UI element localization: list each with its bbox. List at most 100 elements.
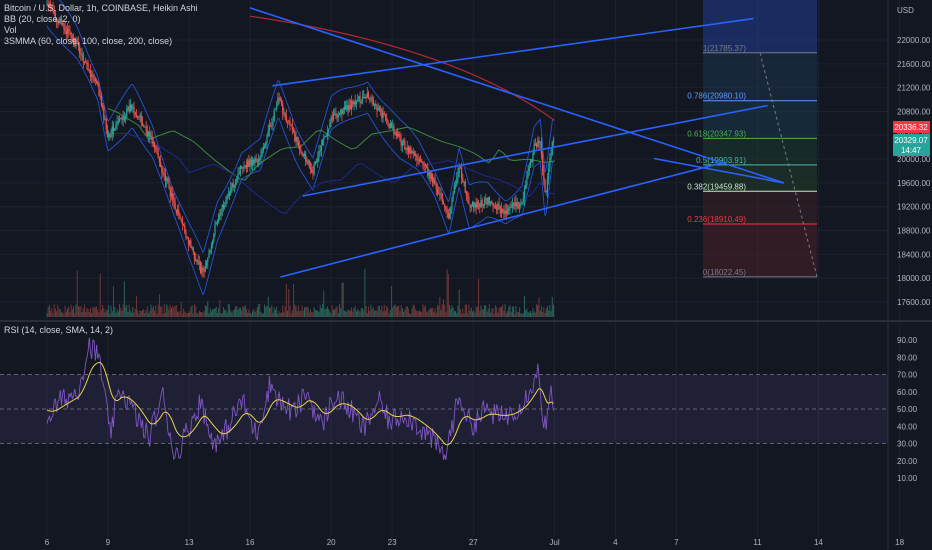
volume-bar — [163, 304, 165, 317]
candle-body — [236, 178, 238, 182]
volume-bar — [418, 310, 420, 317]
candle-body — [74, 37, 76, 47]
volume-bar — [171, 308, 173, 317]
price-tick-label: 18800.00 — [897, 227, 931, 236]
candle-body — [470, 205, 472, 208]
candle-body — [465, 192, 468, 197]
candle-body — [528, 166, 530, 171]
candle-body — [517, 207, 520, 209]
trendlines[interactable] — [249, 7, 785, 278]
candle-body — [438, 193, 440, 195]
volume-bar — [501, 306, 503, 317]
candle-body — [351, 101, 353, 110]
fib-zone-top — [703, 0, 817, 53]
trendline — [272, 17, 754, 87]
volume-bar — [340, 308, 342, 317]
volume-bar — [332, 309, 334, 317]
legend-vol[interactable]: Vol — [4, 25, 17, 35]
candle-body — [434, 178, 436, 185]
volume-bar — [114, 306, 116, 317]
candle-body — [156, 148, 158, 154]
candle-body — [215, 222, 217, 225]
volume-bar — [259, 304, 261, 317]
rsi-tick-label: 50.00 — [897, 405, 918, 414]
volume-bar — [317, 310, 319, 317]
candle-body — [166, 178, 168, 181]
candle-body — [255, 158, 257, 162]
volume-bar — [206, 306, 208, 317]
volume-bar — [54, 308, 56, 317]
candle-body — [291, 125, 293, 130]
legend-rsi[interactable]: RSI (14, close, SMA, 14, 2) — [4, 325, 114, 335]
candle-body — [381, 109, 383, 119]
volume-bar — [358, 310, 360, 317]
candle-body — [306, 161, 308, 163]
volume-bar — [499, 307, 501, 317]
candle-body — [307, 160, 309, 163]
candle-body — [214, 224, 216, 235]
candle-body — [405, 149, 407, 151]
candle-body — [382, 113, 384, 119]
candle-body — [120, 118, 122, 120]
volume-bar — [548, 310, 550, 317]
price-tick-label: 19200.00 — [897, 203, 931, 212]
countdown-label: 14:47 — [901, 146, 922, 155]
volume-bar — [82, 308, 84, 317]
volume-bar — [248, 309, 250, 317]
volume-bar — [274, 309, 276, 317]
volume-bar — [115, 312, 117, 317]
candle-body — [545, 191, 547, 193]
candle-body — [451, 198, 453, 209]
volume-bar — [310, 309, 312, 317]
volume-bar — [449, 304, 451, 317]
candle-body — [102, 105, 104, 107]
candle-body — [376, 105, 378, 111]
legend-bb[interactable]: BB (20, close, 2, 0) — [4, 14, 81, 24]
candle-body — [318, 151, 320, 158]
candle-body — [371, 97, 373, 101]
candle-body — [366, 92, 368, 98]
legend-smma[interactable]: 3SMMA (60, close, 100, close, 200, close… — [4, 36, 173, 46]
volume-bar — [197, 313, 199, 317]
volume-bar — [470, 307, 472, 317]
candle-body — [445, 207, 447, 210]
fib-retracement[interactable]: 1(21785.37) 0.786(20980.10) 0.618(20347.93… — [687, 0, 818, 278]
bollinger-upper — [59, 0, 554, 254]
candle-body — [482, 204, 484, 206]
candle-body — [190, 240, 192, 248]
candle-body — [537, 140, 539, 147]
candle-body — [378, 107, 381, 109]
volume-bar — [459, 309, 461, 317]
candle-body — [347, 105, 349, 111]
candle-body — [185, 232, 187, 238]
volume-bar — [178, 312, 180, 317]
x-tick-label: 14 — [814, 538, 823, 547]
volume-bar — [486, 311, 488, 317]
candle-body — [248, 160, 250, 167]
candle-body — [419, 159, 422, 162]
candle-body — [474, 203, 476, 208]
price-badge-red: 20336.32 — [894, 123, 928, 132]
candle-body — [329, 122, 331, 129]
volume-bar — [407, 308, 409, 317]
candle-body — [520, 203, 522, 205]
fib-level-label: 0(18022.45) — [703, 268, 746, 277]
candle-body — [231, 183, 233, 188]
volume-bar — [391, 285, 393, 317]
volume-bar — [291, 310, 293, 317]
candle-body — [64, 28, 66, 32]
candle-body — [510, 206, 512, 208]
legend-title[interactable]: Bitcoin / U.S. Dollar, 1h, COINBASE, Hei… — [4, 3, 198, 13]
candle-body — [260, 154, 262, 160]
candle-body — [442, 201, 445, 205]
candle-body — [534, 143, 536, 145]
volume-bar — [134, 308, 136, 317]
candle-body — [390, 123, 393, 128]
volume-bar — [538, 297, 540, 317]
volume-bar — [531, 312, 533, 317]
volume-bar — [399, 311, 401, 317]
candle-body — [254, 158, 256, 164]
candle-body — [422, 162, 424, 164]
volume-bar — [523, 295, 525, 317]
